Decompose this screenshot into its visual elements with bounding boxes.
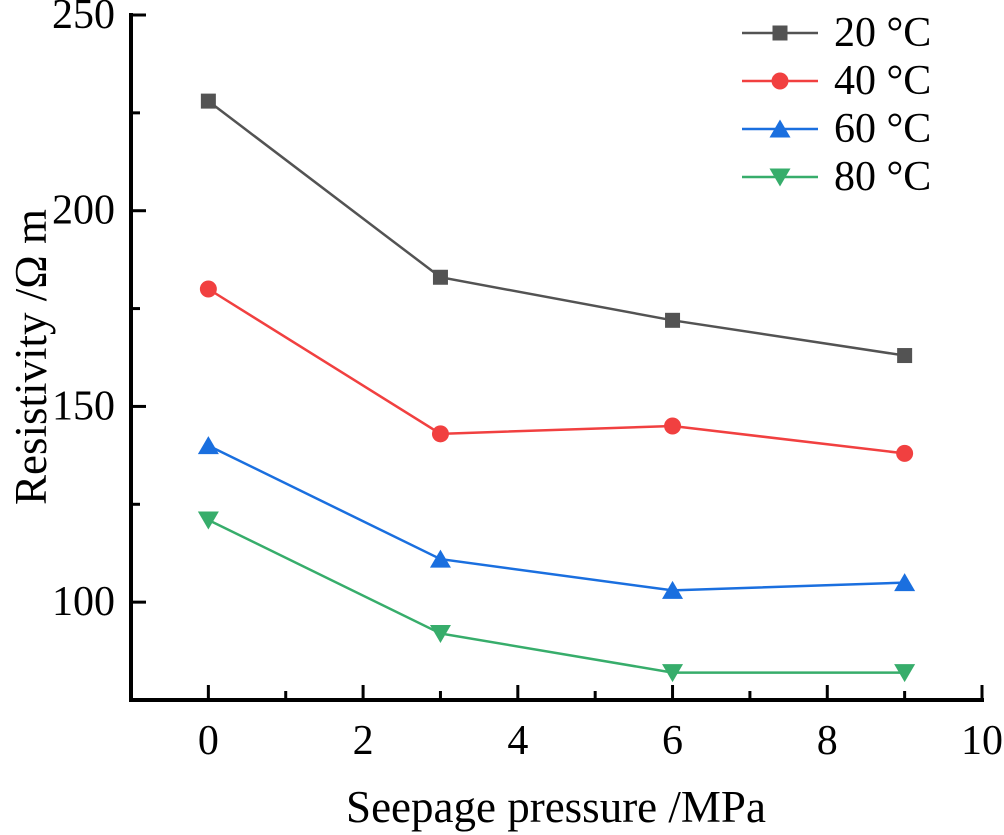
data-point-marker-circle: [664, 417, 682, 435]
legend-item-label: 20 °C: [834, 10, 931, 56]
data-point-marker-square: [772, 25, 788, 41]
series-80°C: [197, 511, 916, 683]
x-tick-label: 6: [662, 718, 683, 764]
data-point-marker-square: [665, 312, 681, 328]
x-axis-title: Seepage pressure /MPa: [346, 782, 766, 832]
y-tick-label: 250: [52, 0, 115, 38]
data-point-marker-triangle-down: [197, 511, 219, 530]
legend-item-label: 80 °C: [834, 154, 931, 200]
data-point-marker-triangle-down: [429, 624, 451, 643]
y-tick-label: 100: [52, 579, 115, 625]
data-point-marker-square: [897, 348, 913, 364]
data-point-marker-circle: [431, 425, 449, 443]
legend-item: 20 °C: [742, 10, 931, 56]
x-tick-label: 8: [817, 718, 838, 764]
data-point-marker-circle: [896, 444, 914, 462]
series-layer: [197, 93, 916, 683]
data-point-marker-triangle-up: [662, 580, 684, 599]
data-point-marker-circle: [771, 72, 789, 90]
series-line: [207, 100, 905, 357]
series-line: [207, 444, 905, 592]
x-tick-label: 10: [961, 718, 1003, 764]
legend: 20 °C40 °C60 °C80 °C: [742, 10, 931, 200]
legend-item: 80 °C: [742, 154, 931, 200]
series-40°C: [199, 280, 914, 462]
x-tick-label: 4: [507, 718, 528, 764]
legend-item-label: 60 °C: [834, 106, 931, 152]
series-20°C: [200, 93, 913, 364]
legend-item-label: 40 °C: [834, 58, 931, 104]
data-point-marker-square: [200, 93, 216, 109]
y-axis-title: Resistivity /Ω m: [6, 209, 56, 505]
series-line: [207, 287, 905, 455]
x-tick-label: 2: [353, 718, 374, 764]
legend-item: 40 °C: [742, 58, 931, 104]
data-point-marker-triangle-up: [769, 119, 791, 138]
axis-lines: [129, 13, 984, 702]
data-point-marker-triangle-up: [894, 573, 916, 592]
legend-item: 60 °C: [742, 106, 931, 152]
y-tick-label: 150: [52, 383, 115, 429]
data-point-marker-triangle-down: [769, 168, 791, 187]
data-point-marker-circle: [199, 280, 217, 298]
data-point-marker-triangle-down: [662, 664, 684, 683]
data-point-marker-square: [432, 269, 448, 285]
series-line: [207, 518, 905, 674]
y-tick-label: 200: [52, 188, 115, 234]
x-tick-label: 0: [198, 718, 219, 764]
axes: 100 150 200 250 0 2 4 6 8 10: [52, 0, 1003, 764]
data-point-marker-triangle-down: [894, 664, 916, 683]
data-point-marker-triangle-up: [429, 549, 451, 568]
plot-area: 100 150 200 250 0 2 4 6 8 10 20 °C40 °C60 °C80 °C: [52, 0, 1003, 764]
data-point-marker-triangle-up: [197, 436, 219, 455]
series-60°C: [197, 436, 916, 599]
